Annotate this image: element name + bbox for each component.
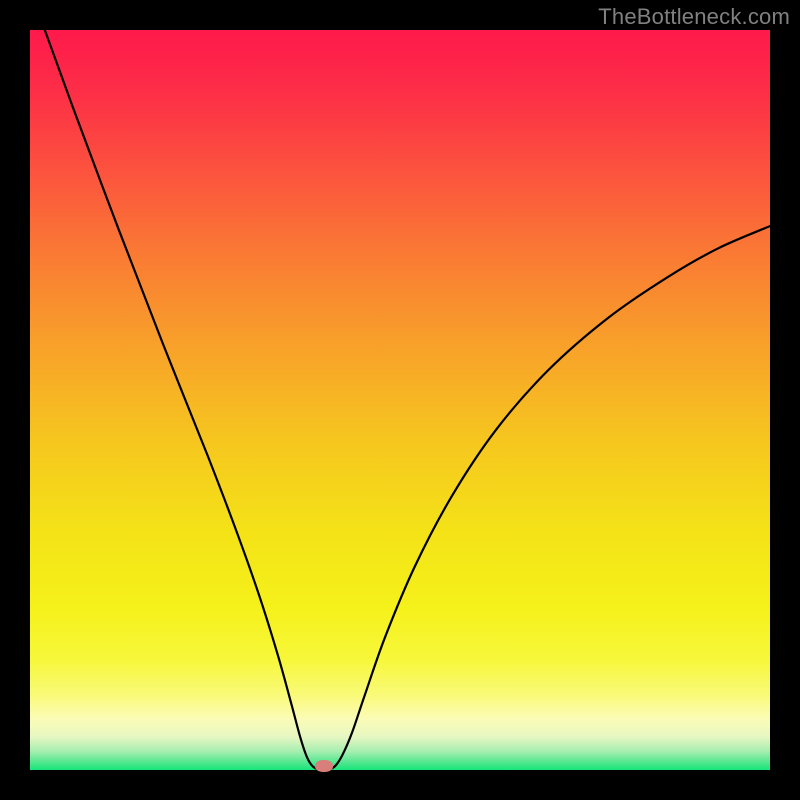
min-marker (315, 760, 333, 772)
watermark-text: TheBottleneck.com (598, 4, 790, 30)
plot-area (30, 30, 770, 770)
chart-container: TheBottleneck.com (0, 0, 800, 800)
bottleneck-curve (30, 30, 770, 770)
